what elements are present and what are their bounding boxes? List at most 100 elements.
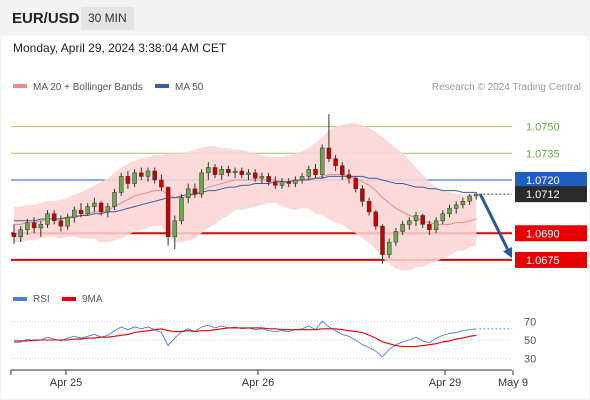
- candle: [65, 213, 70, 230]
- candle-body: [85, 206, 90, 214]
- forecast-arrow-head: [503, 246, 513, 259]
- candle: [172, 215, 178, 250]
- candle: [92, 197, 97, 212]
- candles: [11, 114, 479, 264]
- candle: [239, 167, 245, 179]
- candle: [286, 178, 291, 188]
- symbol-label: EUR/USD: [12, 10, 80, 27]
- candle-body: [366, 201, 372, 213]
- candle-body: [460, 201, 466, 206]
- candle-body: [98, 202, 104, 213]
- candle: [447, 204, 452, 218]
- candle-body: [152, 170, 157, 181]
- candle-body: [252, 172, 258, 179]
- ma20-legend-label: MA 20 + Bollinger Bands: [33, 82, 143, 93]
- candle-body: [65, 217, 70, 227]
- rsi-panel: 70 50 30: [11, 316, 536, 366]
- candle-body: [279, 181, 285, 186]
- rsi-legend: RSI 9MA: [13, 294, 103, 305]
- candle-body: [92, 202, 97, 207]
- level-label-bg: [515, 171, 587, 188]
- candle-body: [51, 213, 57, 222]
- level-labels: 1.0750 1.0735 1.0720 1.0712 1.0690 1.0675: [515, 122, 587, 268]
- candle: [386, 238, 392, 259]
- candle: [38, 220, 44, 237]
- candle: [360, 185, 365, 207]
- candle-body: [45, 213, 50, 225]
- candle: [132, 169, 137, 188]
- candle-body: [373, 211, 379, 227]
- candle: [460, 197, 466, 209]
- candle: [299, 172, 305, 184]
- candle-body: [420, 215, 425, 225]
- candle-body: [433, 220, 439, 230]
- candle-body: [139, 172, 144, 177]
- candle-body: [266, 176, 271, 182]
- candle: [252, 169, 258, 182]
- candle-body: [407, 220, 412, 225]
- candle-body: [474, 193, 479, 197]
- candle-body: [159, 179, 164, 188]
- candle-body: [393, 231, 399, 243]
- level-label: 1.0750: [526, 122, 560, 134]
- candle-body: [105, 206, 111, 213]
- candle-body: [440, 213, 446, 222]
- candle: [165, 186, 171, 246]
- candle-body: [78, 209, 84, 214]
- level-label: 1.0690: [526, 228, 560, 240]
- rsi-tick-label: 70: [524, 316, 536, 328]
- candle: [474, 192, 479, 200]
- candle: [179, 194, 184, 225]
- candle: [433, 217, 439, 234]
- candle-body: [326, 147, 332, 159]
- candle: [219, 165, 224, 180]
- candle-body: [199, 172, 204, 195]
- candle: [31, 217, 37, 234]
- candle: [199, 169, 204, 198]
- candle-body: [132, 172, 137, 184]
- candle-body: [232, 170, 238, 174]
- candle-body: [313, 169, 318, 175]
- candle: [112, 188, 117, 211]
- candle: [45, 210, 50, 228]
- candle-body: [319, 147, 325, 175]
- candle: [467, 194, 472, 205]
- time-tick-label: May 9: [498, 377, 528, 389]
- candle: [440, 210, 446, 225]
- rsi-tick-label: 30: [524, 354, 536, 366]
- candle: [306, 165, 312, 180]
- candle: [293, 176, 298, 188]
- candle-body: [112, 192, 117, 207]
- candle-body: [72, 209, 77, 218]
- candle-body: [185, 188, 191, 198]
- candle: [159, 174, 164, 191]
- candle: [313, 163, 318, 179]
- timeframe-button[interactable]: 30 MIN: [81, 7, 134, 30]
- ma20-line: [14, 174, 477, 225]
- candle: [427, 220, 432, 236]
- candle: [192, 183, 198, 198]
- candle: [366, 197, 372, 216]
- candle-body: [353, 177, 358, 190]
- ma50-legend-label: MA 50: [175, 82, 204, 93]
- candle: [413, 211, 419, 227]
- candle-body: [11, 233, 17, 238]
- level-label: 1.0712: [526, 189, 560, 201]
- candle-body: [286, 181, 291, 184]
- level-label: 1.0735: [526, 148, 560, 160]
- candle: [206, 162, 211, 180]
- candle: [78, 203, 84, 218]
- candle-body: [212, 167, 218, 175]
- candle: [58, 215, 64, 232]
- level-label-bg: [515, 225, 587, 242]
- candle: [279, 178, 285, 189]
- candle-body: [400, 224, 405, 232]
- candle: [353, 176, 358, 193]
- candle: [273, 176, 278, 189]
- candle-body: [427, 224, 432, 230]
- candle: [51, 210, 57, 225]
- candle-body: [25, 222, 30, 230]
- rsi-ma-legend-swatch: [62, 297, 76, 301]
- candle: [453, 201, 459, 214]
